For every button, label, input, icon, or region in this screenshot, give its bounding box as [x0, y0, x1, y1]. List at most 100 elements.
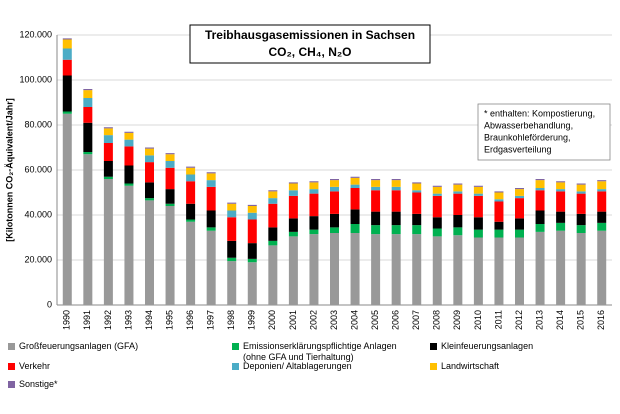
bar-segment [494, 229, 504, 238]
bar-segment [350, 176, 360, 178]
x-tick-label: 1996 [185, 310, 195, 330]
bar-segment [206, 230, 216, 305]
x-tick-label: 2004 [349, 310, 359, 330]
bar-segment [371, 180, 381, 187]
bar-segment [165, 167, 175, 190]
legend-item: Kleinfeuerungsanlagen [430, 341, 620, 352]
y-tick-label: 40.000 [24, 209, 52, 219]
bar-segment [432, 193, 442, 196]
bar-segment [412, 225, 422, 235]
bar-segment [288, 195, 298, 219]
x-tick-label: 1993 [123, 310, 133, 330]
bar-segment [473, 195, 483, 218]
x-tick-label: 1999 [247, 310, 257, 330]
bar-segment [494, 191, 504, 193]
x-tick-label: 2016 [596, 310, 606, 330]
bar-segment [83, 90, 93, 98]
bar-segment [494, 199, 504, 202]
bar-segment [206, 186, 216, 211]
bar-segment [268, 245, 278, 305]
bar-segment [124, 165, 134, 184]
bar-segment [309, 189, 319, 194]
bar-segment [247, 258, 257, 263]
bar-segment [309, 181, 319, 183]
bar-segment [576, 183, 586, 185]
bar-segment [268, 227, 278, 241]
x-tick-label: 1992 [103, 310, 113, 330]
bar-segment [597, 181, 607, 190]
bar-segment [494, 201, 504, 222]
bar-segment [412, 192, 422, 214]
bar-segment [515, 237, 524, 305]
bar-segment [556, 182, 566, 190]
bar-segment [535, 224, 545, 232]
bar-segment [309, 193, 319, 217]
bar-segment [494, 221, 504, 230]
legend-label: Verkehr [19, 361, 51, 371]
legend-swatch [8, 381, 15, 388]
bar-segment [227, 217, 237, 241]
x-tick-label: 2009 [452, 310, 462, 330]
bar-segment [145, 182, 154, 199]
x-tick-label: 1994 [144, 310, 154, 330]
bar-segment [124, 146, 134, 166]
bar-segment [62, 75, 72, 112]
bar-segment [247, 204, 257, 206]
legend-label: Emissionserklärungspflichtige Anlagen (o… [243, 341, 397, 362]
bar-segment [330, 191, 339, 214]
note-text: Erdgasverteilung [484, 144, 552, 154]
bar-segment [515, 195, 524, 199]
bar-segment [309, 234, 319, 305]
x-tick-label: 2015 [576, 310, 586, 330]
bar-segment [597, 211, 607, 223]
bar-segment [371, 190, 381, 212]
bar-segment [432, 217, 442, 229]
x-tick-label: 2014 [555, 310, 565, 330]
x-tick-label: 1991 [82, 310, 92, 330]
bar-segment [227, 210, 237, 218]
bar-segment [597, 189, 607, 192]
bar-segment [247, 262, 257, 305]
bar-segment [62, 59, 72, 76]
legend-swatch [8, 363, 15, 370]
y-axis-label: [Kilotonnen CO₂-Äquivalent/Jahr] [4, 98, 14, 242]
bar-segment [62, 38, 72, 40]
bar-segment [453, 184, 463, 192]
bar-segment [186, 167, 196, 175]
bar-segment [83, 152, 93, 155]
bar-segment [165, 189, 175, 204]
bar-segment [330, 233, 339, 305]
bar-segment [268, 203, 278, 228]
bar-segment [330, 186, 339, 192]
bar-segment [535, 188, 545, 191]
bar-segment [515, 229, 524, 238]
bar-segment [288, 190, 298, 196]
bar-segment [227, 240, 237, 258]
bar-segment [432, 186, 442, 194]
bar-segment [371, 225, 381, 235]
bar-segment [165, 206, 175, 305]
bar-segment [165, 154, 175, 161]
bar-segment [473, 193, 483, 196]
bar-segment [62, 113, 72, 305]
bar-segment [576, 225, 586, 233]
bar-segment [186, 174, 196, 182]
bar-segment [597, 230, 607, 305]
note-box [477, 103, 611, 161]
bar-segment [124, 132, 134, 140]
bar-segment [473, 186, 483, 194]
bar-segment [535, 190, 545, 211]
bar-segment [412, 183, 422, 191]
bar-segment [165, 161, 175, 168]
bar-segment [556, 230, 566, 305]
note-text: * enthalten: Kompostierung, [484, 108, 595, 118]
x-tick-label: 2006 [391, 310, 401, 330]
legend-label: Sonstige* [19, 379, 58, 389]
bar-segment [330, 180, 339, 187]
legend-item: Emissionserklärungspflichtige Anlagen (o… [232, 341, 422, 363]
bar-segment [165, 153, 175, 155]
bar-segment [371, 186, 381, 191]
bar-segment [371, 211, 381, 226]
